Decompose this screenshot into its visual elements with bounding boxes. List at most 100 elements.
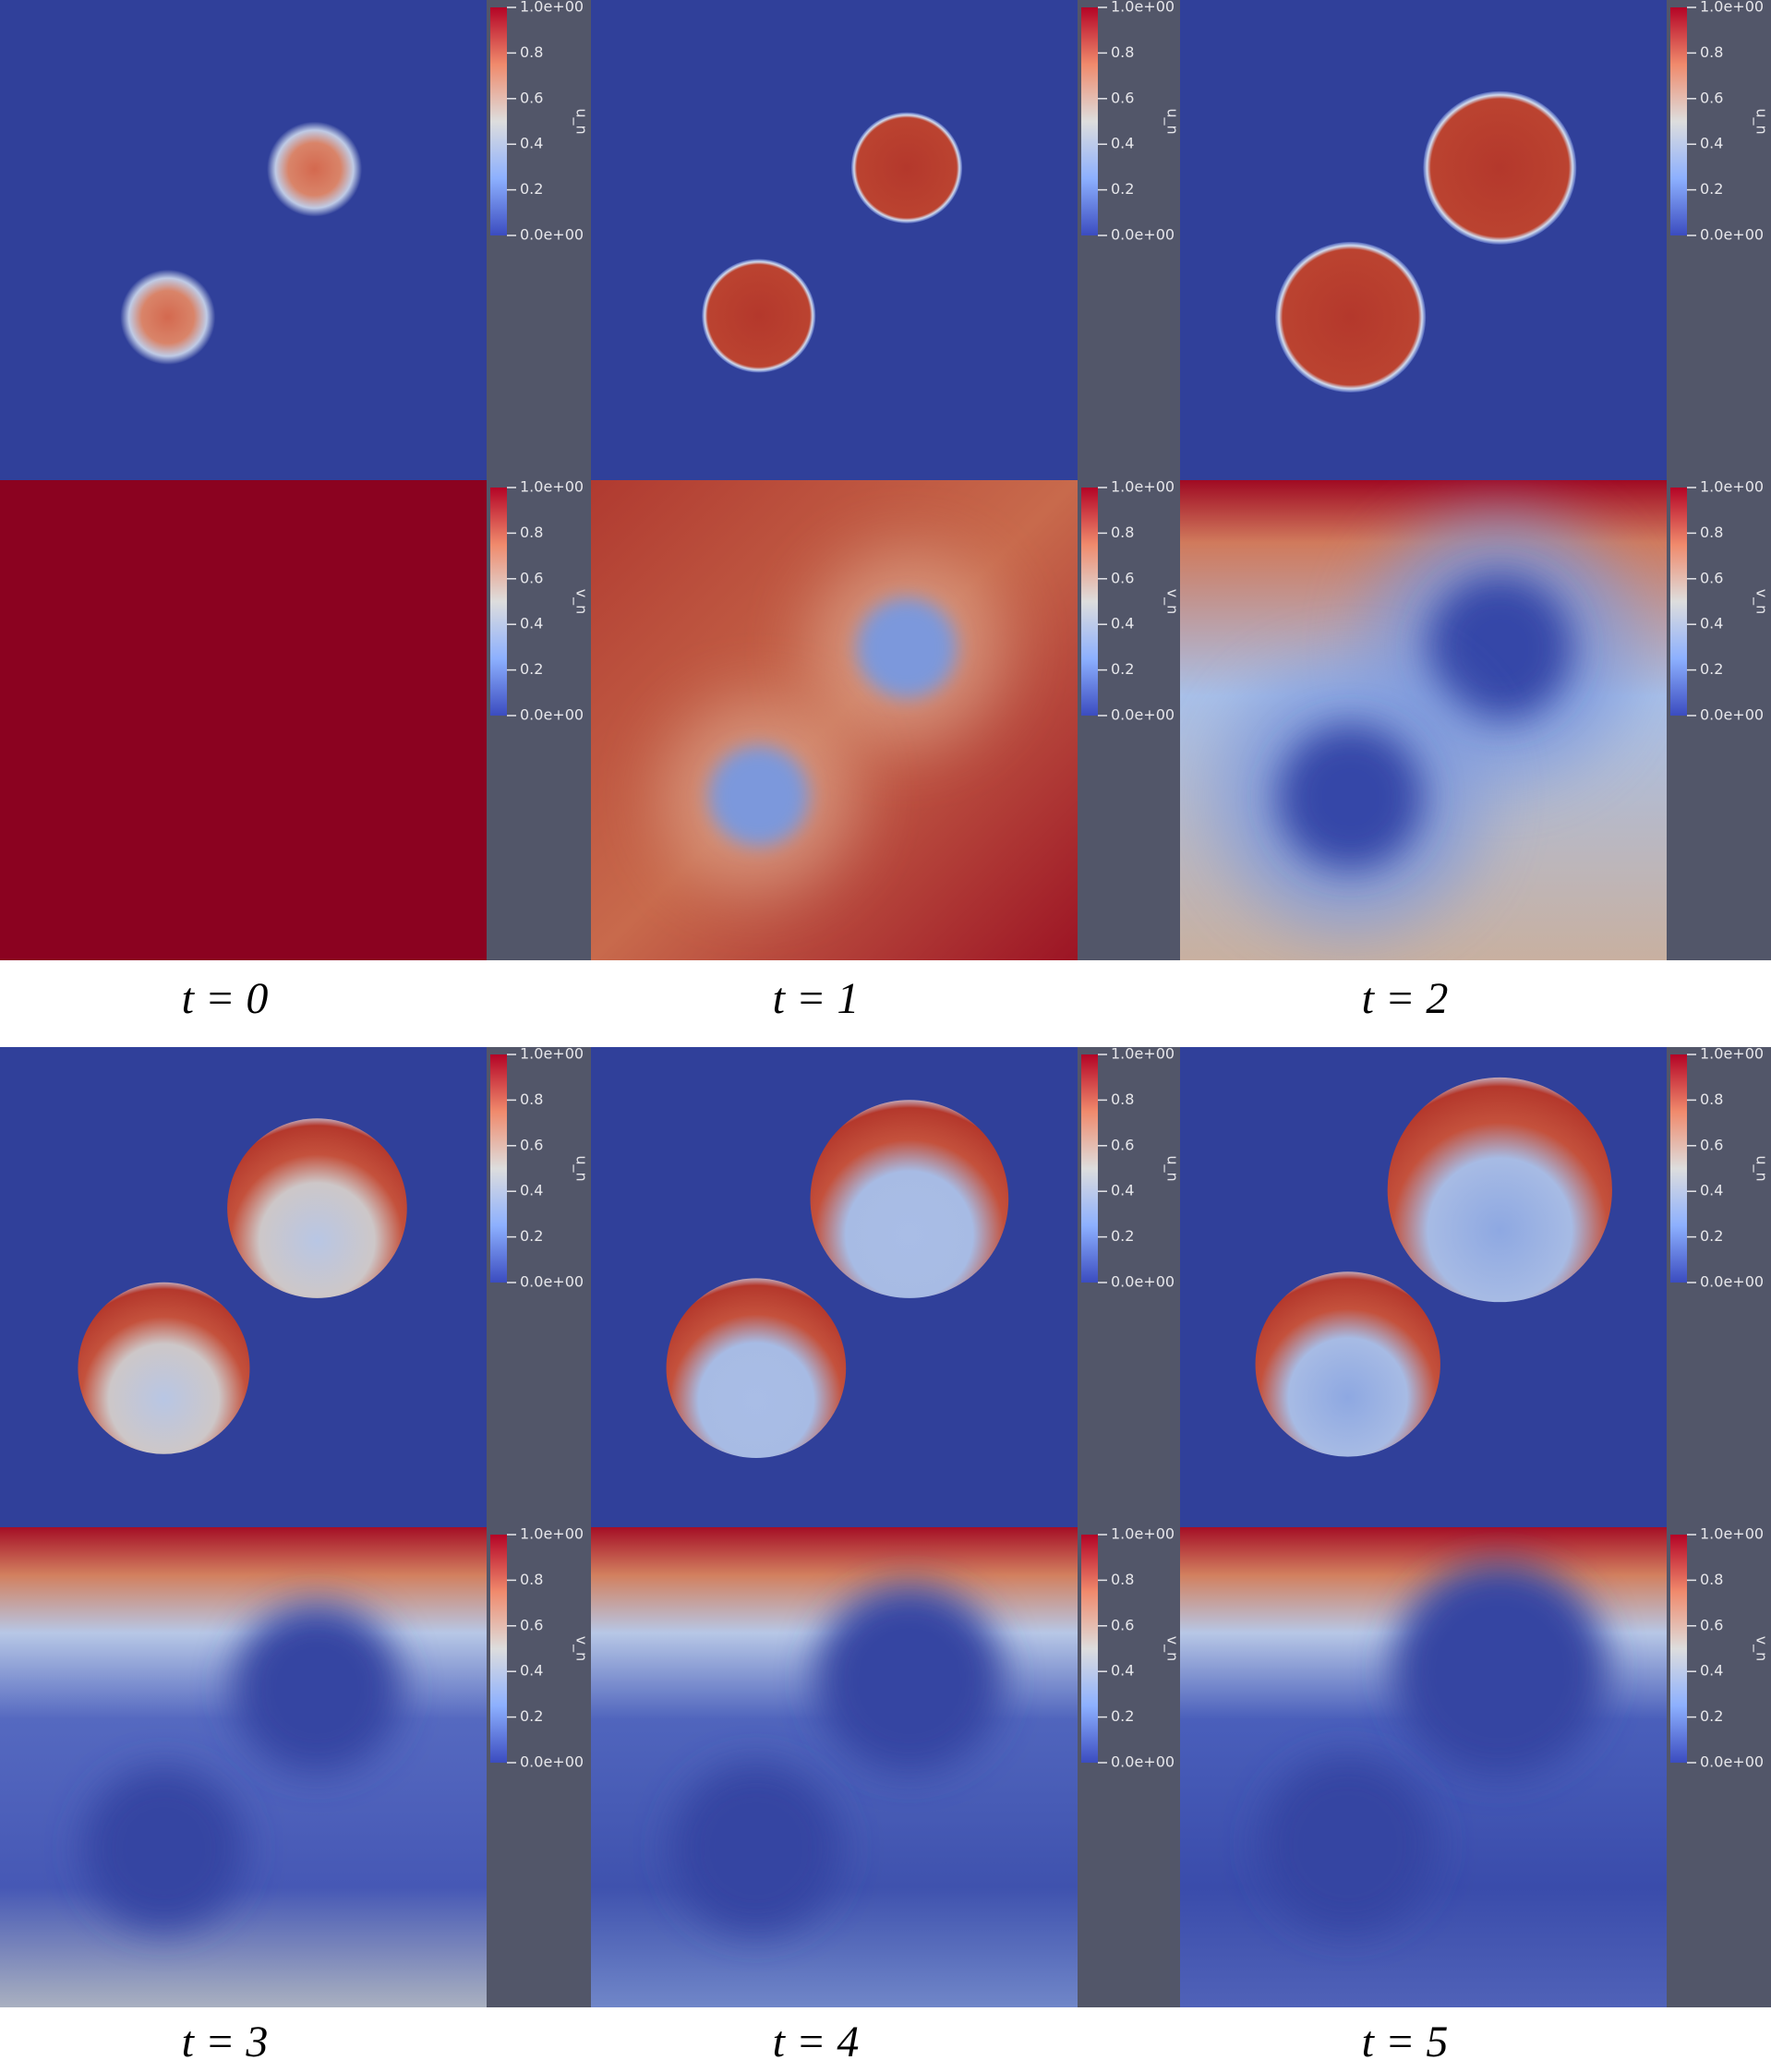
caption: t = 3 (182, 2018, 269, 2066)
colorbar-tick-label: 0.0e+00 (1111, 1273, 1175, 1291)
colorbar (490, 7, 507, 235)
colorbar (1081, 1535, 1098, 1763)
colorbar-title: v_n (1753, 1636, 1771, 1662)
colorbar-title: u_n (1163, 1155, 1182, 1181)
colorbar-tick-label: 0.6 (1700, 1616, 1723, 1633)
colorbar (490, 1535, 507, 1763)
colorbar-tick-label: 0.6 (1111, 569, 1134, 586)
colorbar-tick-label: 0.2 (520, 180, 543, 198)
colorbar-tick-label: 0.0e+00 (1111, 226, 1175, 244)
colorbar-title: v_n (1163, 589, 1182, 615)
colorbar-tick-label: 0.6 (520, 1136, 543, 1153)
colorbar-tick-label: 0.4 (1111, 135, 1134, 152)
v-field (591, 480, 1078, 960)
colorbar-tick-label: 0.8 (1700, 43, 1723, 61)
colorbar-tick-label: 0.2 (1111, 1707, 1134, 1725)
colorbar-tick-label: 0.2 (520, 1227, 543, 1245)
v-field (591, 1527, 1078, 2007)
colorbar-tick-label: 0.2 (1111, 1227, 1134, 1245)
colorbar-tick-label: 1.0e+00 (1111, 1045, 1175, 1063)
colorbar-tick-label: 0.8 (520, 43, 543, 61)
colorbar-tick-label: 0.6 (1700, 1136, 1723, 1153)
colorbar-title: u_n (572, 108, 591, 134)
colorbar-tick-label: 0.2 (1700, 660, 1723, 678)
colorbar-tick-label: 0.2 (1700, 180, 1723, 198)
colorbar (1670, 1054, 1687, 1283)
colorbar-tick-label: 0.0e+00 (1111, 1753, 1175, 1771)
u-field (591, 0, 1078, 480)
v-field (1180, 480, 1667, 960)
colorbar (1670, 488, 1687, 716)
u-field (0, 0, 487, 480)
colorbar-tick-label: 0.0e+00 (520, 226, 584, 244)
colorbar-tick-label: 0.2 (520, 660, 543, 678)
colorbar-title: u_n (572, 1155, 591, 1181)
colorbar-tick-label: 0.4 (1111, 1662, 1134, 1680)
colorbar-tick-label: 0.4 (1700, 135, 1723, 152)
u-field (1180, 1047, 1667, 1527)
colorbar-tick-label: 0.4 (520, 1662, 543, 1680)
colorbar-tick-label: 0.2 (1111, 660, 1134, 678)
colorbar-title: v_n (1163, 1636, 1182, 1662)
colorbar-tick-label: 0.6 (1111, 1136, 1134, 1153)
colorbar-title: u_n (1163, 108, 1182, 134)
colorbar-title: u_n (1753, 1155, 1771, 1181)
colorbar-tick-label: 0.8 (1111, 1090, 1134, 1108)
colorbar-title: v_n (1753, 589, 1771, 615)
colorbar (1081, 488, 1098, 716)
colorbar-tick-label: 0.4 (1111, 615, 1134, 632)
colorbar-tick-label: 0.4 (1700, 1662, 1723, 1680)
u-field (591, 1047, 1078, 1527)
colorbar-tick-label: 0.6 (520, 89, 543, 106)
v-field (0, 480, 487, 960)
colorbar-tick-label: 0.0e+00 (1700, 706, 1764, 724)
colorbar-tick-label: 0.0e+00 (1700, 1273, 1764, 1291)
colorbar-title: v_n (572, 1636, 591, 1662)
colorbar-tick-label: 0.0e+00 (520, 1753, 584, 1771)
colorbar-title: v_n (572, 589, 591, 615)
colorbar-tick-label: 1.0e+00 (520, 1525, 584, 1543)
colorbar-tick-label: 0.6 (520, 1616, 543, 1633)
colorbar (1670, 1535, 1687, 1763)
colorbar (1081, 7, 1098, 235)
v-field (1180, 1527, 1667, 2007)
colorbar-tick-label: 0.2 (1700, 1707, 1723, 1725)
colorbar-tick-label: 1.0e+00 (520, 1045, 584, 1063)
colorbar-tick-label: 0.0e+00 (1111, 706, 1175, 724)
colorbar-tick-label: 0.0e+00 (520, 1273, 584, 1291)
colorbar (490, 488, 507, 716)
colorbar-tick-label: 0.2 (1700, 1227, 1723, 1245)
colorbar-tick-label: 0.6 (1700, 569, 1723, 586)
colorbar-tick-label: 0.8 (1700, 1090, 1723, 1108)
colorbar-tick-label: 1.0e+00 (1111, 478, 1175, 496)
colorbar-tick-label: 0.0e+00 (1700, 1753, 1764, 1771)
colorbar-tick-label: 0.2 (1111, 180, 1134, 198)
colorbar-tick-label: 1.0e+00 (1700, 478, 1764, 496)
colorbar (490, 1054, 507, 1283)
colorbar-tick-label: 1.0e+00 (1700, 1525, 1764, 1543)
colorbar-tick-label: 0.4 (520, 615, 543, 632)
v-field (0, 1527, 487, 2007)
colorbar-tick-label: 0.8 (1111, 1571, 1134, 1588)
caption: t = 0 (182, 974, 269, 1023)
caption: t = 4 (773, 2018, 860, 2066)
colorbar-tick-label: 0.4 (520, 135, 543, 152)
caption: t = 1 (773, 974, 860, 1023)
colorbar-tick-label: 0.8 (1111, 43, 1134, 61)
colorbar-tick-label: 0.6 (1700, 89, 1723, 106)
colorbar-tick-label: 0.6 (1111, 89, 1134, 106)
colorbar-tick-label: 0.6 (520, 569, 543, 586)
caption: t = 2 (1362, 974, 1449, 1023)
colorbar-tick-label: 0.8 (520, 524, 543, 541)
colorbar-tick-label: 0.0e+00 (1700, 226, 1764, 244)
colorbar-tick-label: 0.8 (520, 1090, 543, 1108)
colorbar-tick-label: 1.0e+00 (1700, 0, 1764, 16)
caption: t = 5 (1362, 2018, 1449, 2066)
colorbar-tick-label: 1.0e+00 (1700, 1045, 1764, 1063)
colorbar-tick-label: 0.8 (1700, 524, 1723, 541)
colorbar-tick-label: 0.8 (520, 1571, 543, 1588)
colorbar (1081, 1054, 1098, 1283)
u-field (0, 1047, 487, 1527)
colorbar-tick-label: 0.4 (1700, 615, 1723, 632)
